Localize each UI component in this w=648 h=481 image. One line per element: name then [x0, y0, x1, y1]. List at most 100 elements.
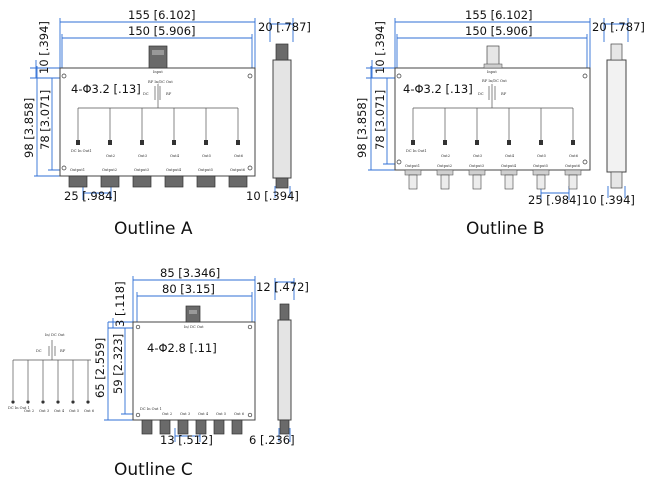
svg-text:DC In Out1: DC In Out1: [71, 149, 92, 153]
svg-text:Output2: Output2: [102, 168, 117, 172]
dim-depth: 20 [.787]: [592, 20, 645, 34]
port-labels: DC In Out 1 Out 2 Out 3 Out 4 Out 5 Out …: [140, 407, 245, 416]
dim-line-top-offset: [108, 318, 133, 329]
schematic-terminals: [11, 400, 90, 404]
dc-label: DC: [478, 92, 484, 96]
dim-height-outer: 98 [3.858]: [355, 98, 369, 158]
output-connectors: [141, 419, 243, 435]
dim-line-height-outer: [368, 66, 395, 171]
internal-branches: [412, 108, 574, 140]
dim-line-width-outer: [59, 18, 256, 72]
dim-line-height-inner: [383, 78, 395, 165]
dim-height-inner: 78 [3.071]: [373, 90, 387, 150]
svg-text:Output2: Output2: [437, 164, 452, 168]
rf-label: RF: [501, 92, 507, 96]
output-connector-icon: [141, 419, 153, 435]
dim-width-outer: 85 [3.346]: [160, 266, 220, 280]
dim-height-outer: 98 [3.858]: [22, 98, 36, 158]
outline-a-caption: Outline A: [114, 219, 193, 239]
connector-flange-icon: [483, 63, 503, 69]
port-labels-top: DC In Out1 Out2 Out3 Out4 Out5 Out6: [406, 149, 579, 158]
output-connector-icon: [164, 175, 184, 188]
mount-hole-icon: [396, 73, 402, 79]
svg-text:Out5: Out5: [202, 154, 212, 158]
mount-hole-icon: [135, 324, 141, 330]
outline-b-body: [394, 67, 591, 171]
svg-text:Out6: Out6: [569, 154, 579, 158]
svg-text:Output3: Output3: [469, 164, 485, 168]
dim-width-inner: 150 [5.906]: [465, 24, 533, 38]
internal-bus: [78, 84, 238, 109]
dim-line-side-offset: [278, 428, 291, 442]
svg-text:Out3: Out3: [138, 154, 148, 158]
mount-hole-icon: [582, 159, 588, 165]
mount-hole-icon: [582, 73, 588, 79]
svg-text:Output6: Output6: [230, 168, 246, 172]
output-connectors: [68, 175, 248, 188]
svg-text:Output5: Output5: [198, 168, 214, 172]
output-connector-icon: [100, 175, 120, 188]
output-connector-icon: [408, 174, 418, 190]
internal-branches: [77, 108, 239, 140]
outline-b: Input RF In/DC Out DC RF DC In Out1 Out2…: [355, 8, 645, 239]
dim-top-offset: 10 [.394]: [37, 21, 51, 74]
svg-text:DC In Out 1: DC In Out 1: [8, 406, 30, 410]
outline-a-side-view: [272, 59, 292, 179]
svg-text:DC In Out 1: DC In Out 1: [140, 407, 162, 411]
rf-dc-label: RF In/DC Out: [148, 80, 173, 84]
outline-c-body: [132, 321, 256, 421]
dim-line-side-offset: [274, 186, 291, 198]
schematic-feed: [48, 340, 56, 360]
output-connector-icon: [440, 174, 450, 190]
svg-text:Output6: Output6: [565, 164, 581, 168]
dim-height-inner: 78 [3.071]: [38, 90, 52, 150]
outline-c-caption: Outline C: [114, 460, 193, 480]
dim-width-inner: 80 [3.15]: [162, 282, 215, 296]
side-connector-top-icon: [610, 43, 623, 61]
dim-line-pitch: [82, 186, 112, 200]
dim-pitch: 25 [.984]: [64, 189, 117, 203]
outline-c-side-view: [277, 319, 292, 421]
svg-text:Output3: Output3: [134, 168, 150, 172]
dc-label: DC: [143, 92, 149, 96]
dim-line-width-outer: [132, 276, 256, 322]
output-connector-icon: [213, 419, 225, 435]
svg-text:Out5: Out5: [537, 154, 547, 158]
dim-top-offset: 3 [.118]: [113, 281, 127, 327]
svg-text:Out 3: Out 3: [39, 409, 50, 413]
mount-hole-icon: [61, 165, 67, 171]
block-schematic: In/ DC Out DC RF DC In Out 1 Out 2 Out 3…: [8, 333, 95, 413]
svg-text:Out 3: Out 3: [180, 412, 191, 416]
svg-text:Out2: Out2: [441, 154, 450, 158]
output-connector-icon: [159, 419, 171, 435]
svg-text:Out2: Out2: [106, 154, 115, 158]
mount-hole-icon: [247, 324, 253, 330]
svg-text:Out 5: Out 5: [216, 412, 227, 416]
mount-hole-icon: [247, 73, 253, 79]
port-terminals: [76, 140, 240, 145]
port-labels-bottom: Output1 Output2 Output3 Output4 Output5 …: [405, 164, 581, 168]
dim-line-width-inner: [396, 34, 588, 72]
mount-hole-icon: [247, 165, 253, 171]
svg-text:Output4: Output4: [501, 164, 517, 168]
svg-text:Out 6: Out 6: [84, 409, 95, 413]
dim-line-height-inner: [48, 78, 60, 171]
mount-hole-icon: [61, 73, 67, 79]
dim-line-depth: [274, 278, 295, 300]
svg-text:Output5: Output5: [533, 164, 549, 168]
dim-depth: 12 [.472]: [256, 280, 309, 294]
svg-text:Out 2: Out 2: [162, 412, 172, 416]
dim-line-height-outer: [34, 66, 60, 177]
svg-text:Out 5: Out 5: [69, 409, 80, 413]
dim-depth: 20 [.787]: [258, 20, 311, 34]
svg-text:Out4: Out4: [505, 154, 515, 158]
side-connector-top-icon: [275, 43, 289, 61]
outline-b-side-view: [606, 59, 627, 173]
output-connectors: [404, 169, 582, 190]
dim-line-width-inner: [136, 292, 253, 322]
port-terminals: [411, 140, 575, 145]
dim-line-depth: [269, 18, 294, 42]
output-connector-icon: [536, 174, 546, 190]
dim-side-offset: 10 [.394]: [246, 189, 299, 203]
dim-pitch: 13 [.512]: [160, 433, 213, 447]
